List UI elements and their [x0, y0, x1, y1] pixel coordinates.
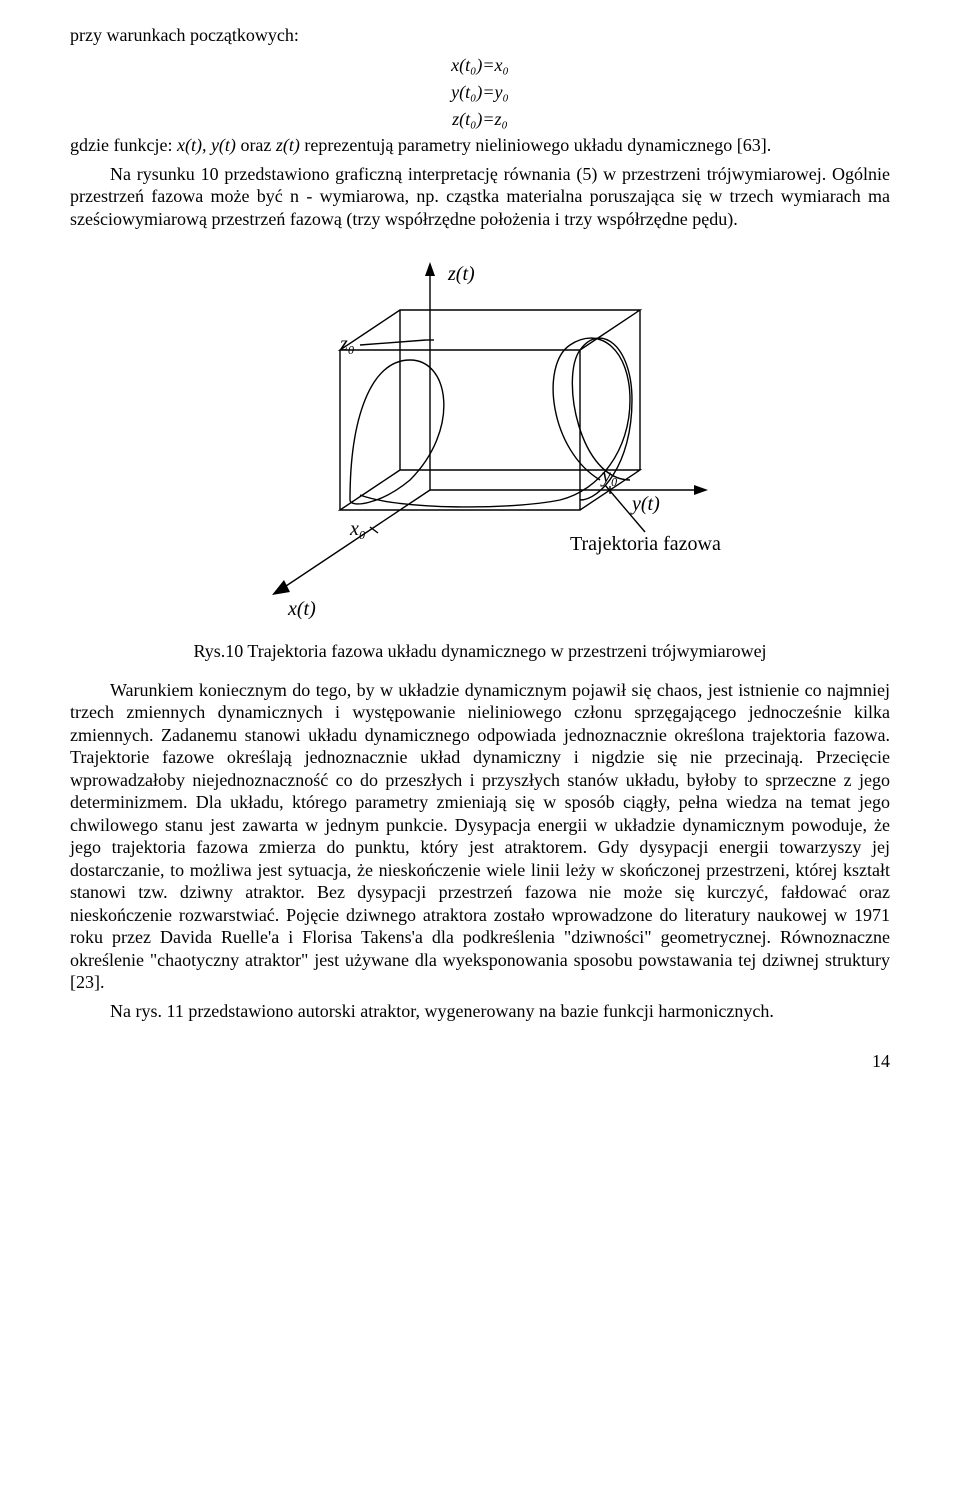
figure-caption: Rys.10 Trajektoria fazowa układu dynamic… — [70, 640, 890, 663]
axis-x-label: x(t) — [287, 598, 316, 620]
mark-y0: y₀ — [600, 465, 618, 487]
figure-10: z(t) y(t) x(t) z₀ y₀ x₀ Trajektoria fazo… — [70, 250, 890, 630]
eq-y: y(t₀)=y₀ — [70, 80, 890, 105]
page-number: 14 — [70, 1050, 890, 1073]
axis-y-label: y(t) — [630, 493, 660, 515]
para-rys11: Na rys. 11 przedstawiono autorski atrakt… — [70, 1000, 890, 1023]
intro-line: przy warunkach początkowych: — [70, 24, 890, 47]
mark-z0: z₀ — [339, 333, 355, 355]
para-explain: Na rysunku 10 przedstawiono graficzną in… — [70, 163, 890, 231]
mark-x0: x₀ — [349, 518, 366, 540]
para-funcs: gdzie funkcje: x(t), y(t) oraz z(t) repr… — [70, 134, 890, 157]
eq-x: x(t₀)=x₀ — [70, 53, 890, 78]
eq-z: z(t₀)=z₀ — [70, 107, 890, 132]
figure-legend: Trajektoria fazowa — [570, 533, 721, 555]
axis-z-label: z(t) — [447, 263, 475, 285]
para-main: Warunkiem koniecznym do tego, by w układ… — [70, 679, 890, 994]
